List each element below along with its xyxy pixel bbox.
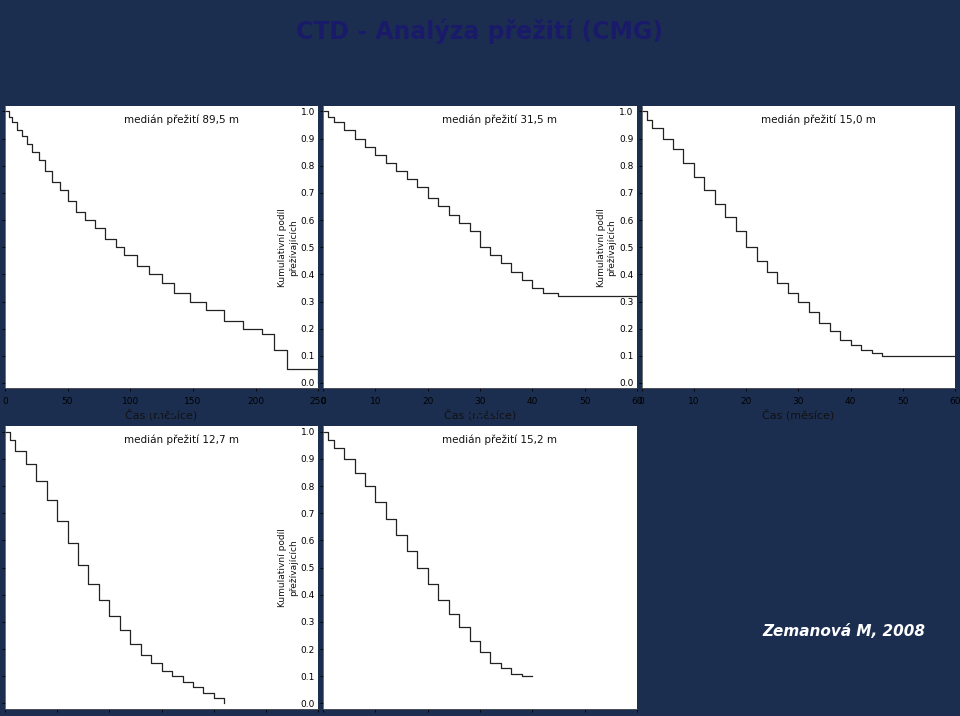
Y-axis label: Kumulativní podíl
přežívajících: Kumulativní podíl přežívajících (278, 528, 298, 607)
Text: medián přežití 31,5 m: medián přežití 31,5 m (443, 115, 558, 125)
Text: OS (od diagnózy): OS (od diagnózy) (88, 84, 235, 100)
X-axis label: Čas (měsíce): Čas (měsíce) (762, 409, 834, 420)
Text: medián přežití 15,0 m: medián přežití 15,0 m (760, 115, 876, 125)
Y-axis label: Kumulativní podíl
přežívajících: Kumulativní podíl přežívajících (278, 208, 298, 286)
Text: medián přežití 89,5 m: medián přežití 89,5 m (124, 115, 239, 125)
Text: OS (od zahájení léčby): OS (od zahájení léčby) (384, 84, 576, 100)
Text: TTP: TTP (782, 85, 815, 100)
X-axis label: Čas (měsíce): Čas (měsíce) (126, 409, 198, 420)
X-axis label: Čas (měsíce): Čas (měsíce) (444, 409, 516, 420)
Text: medián přežití 15,2 m: medián přežití 15,2 m (443, 435, 558, 445)
Text: Zemanová M, 2008: Zemanová M, 2008 (762, 624, 925, 639)
Text: DOR: DOR (462, 405, 498, 420)
Y-axis label: Kumulativní podíl
přežívajících: Kumulativní podíl přežívajících (597, 208, 616, 286)
Text: CTD - Analýza přežití (CMG): CTD - Analýza přežití (CMG) (297, 19, 663, 44)
Text: PFS: PFS (145, 405, 178, 420)
Text: medián přežití 12,7 m: medián přežití 12,7 m (124, 435, 239, 445)
